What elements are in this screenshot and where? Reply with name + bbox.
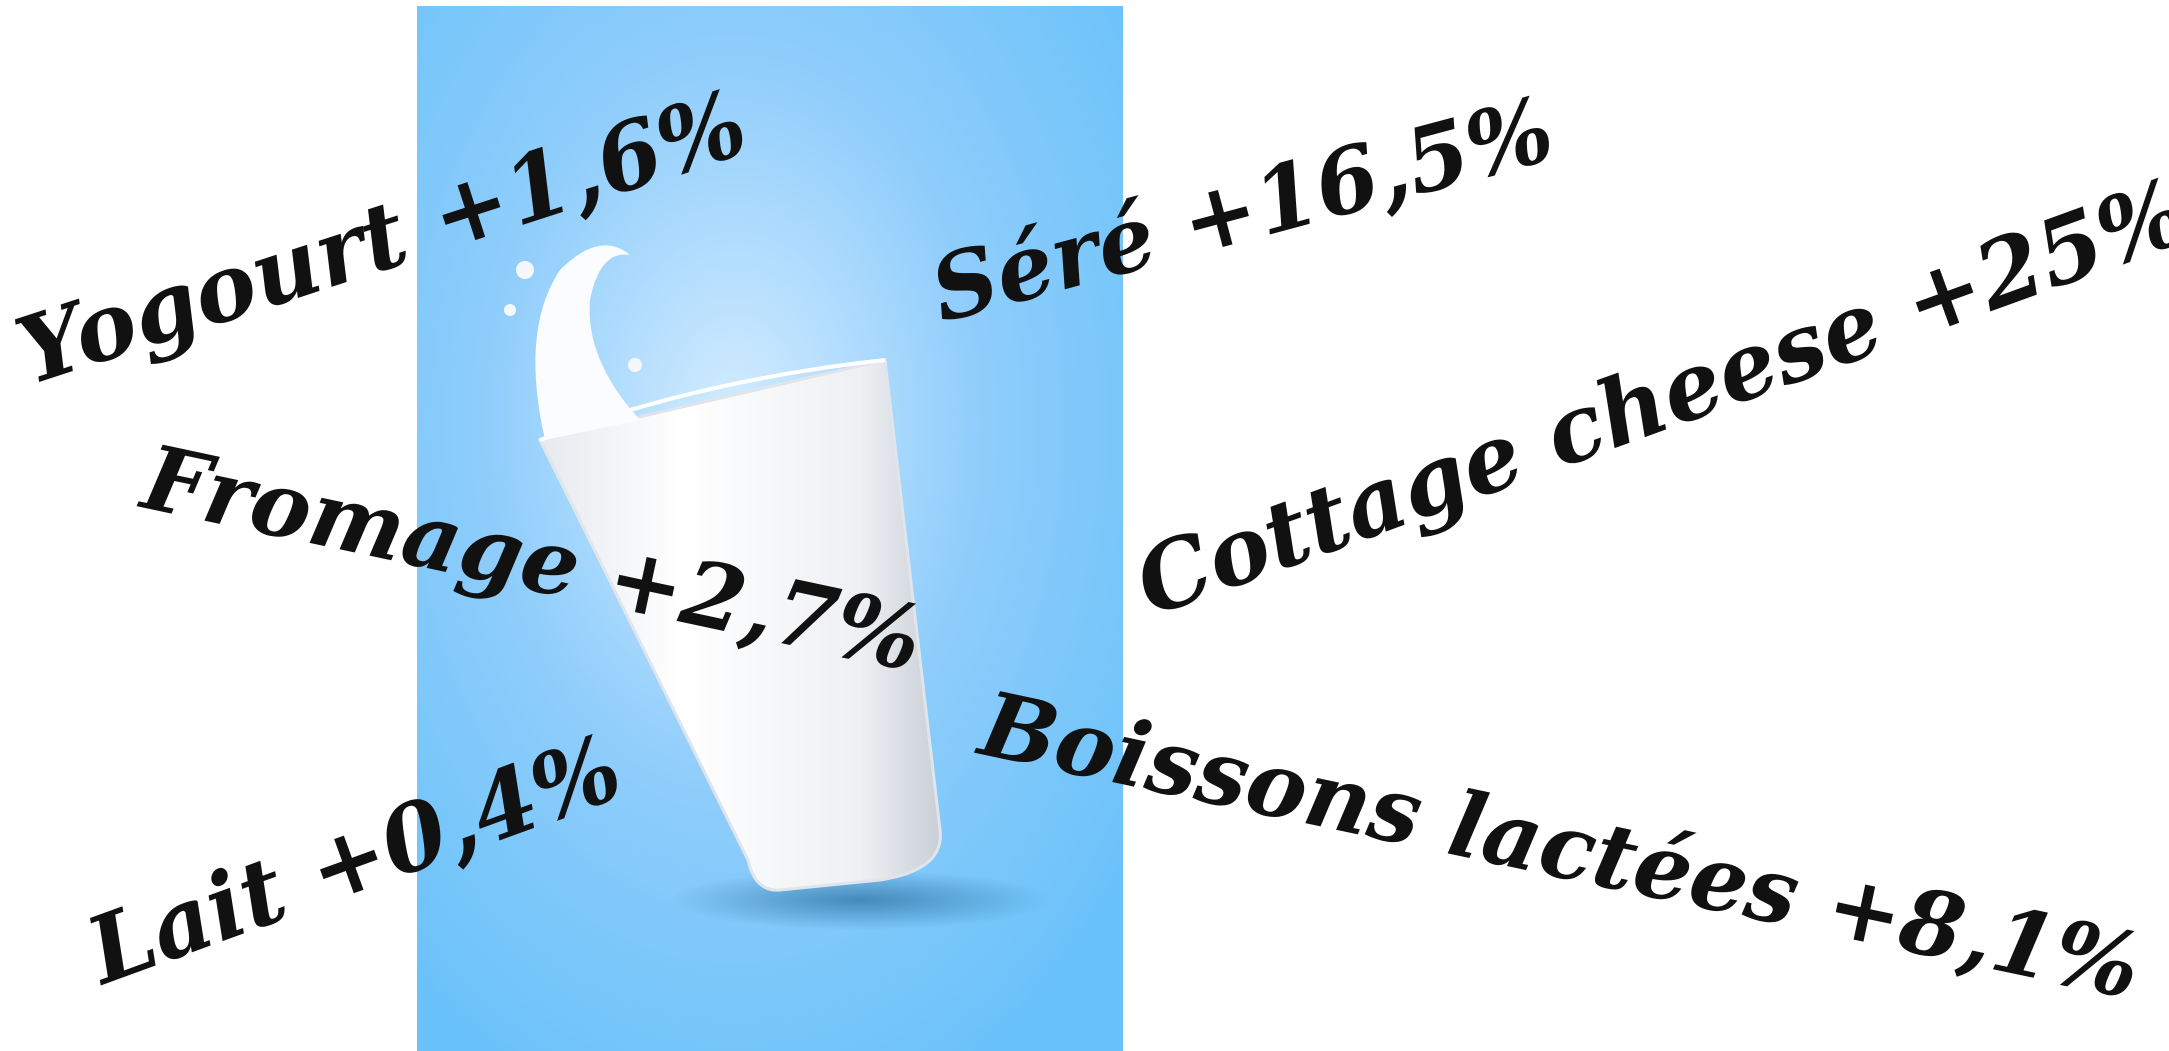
milk-drop	[628, 358, 642, 372]
category-label: Boissons lactées +8,1%	[969, 670, 2150, 1020]
milk-drop	[504, 304, 516, 316]
page: Yogourt +1,6%Séré +16,5%Cottage cheese +…	[0, 0, 2169, 1051]
milk-drop	[516, 261, 534, 279]
infographic: Yogourt +1,6%Séré +16,5%Cottage cheese +…	[0, 0, 2169, 1051]
